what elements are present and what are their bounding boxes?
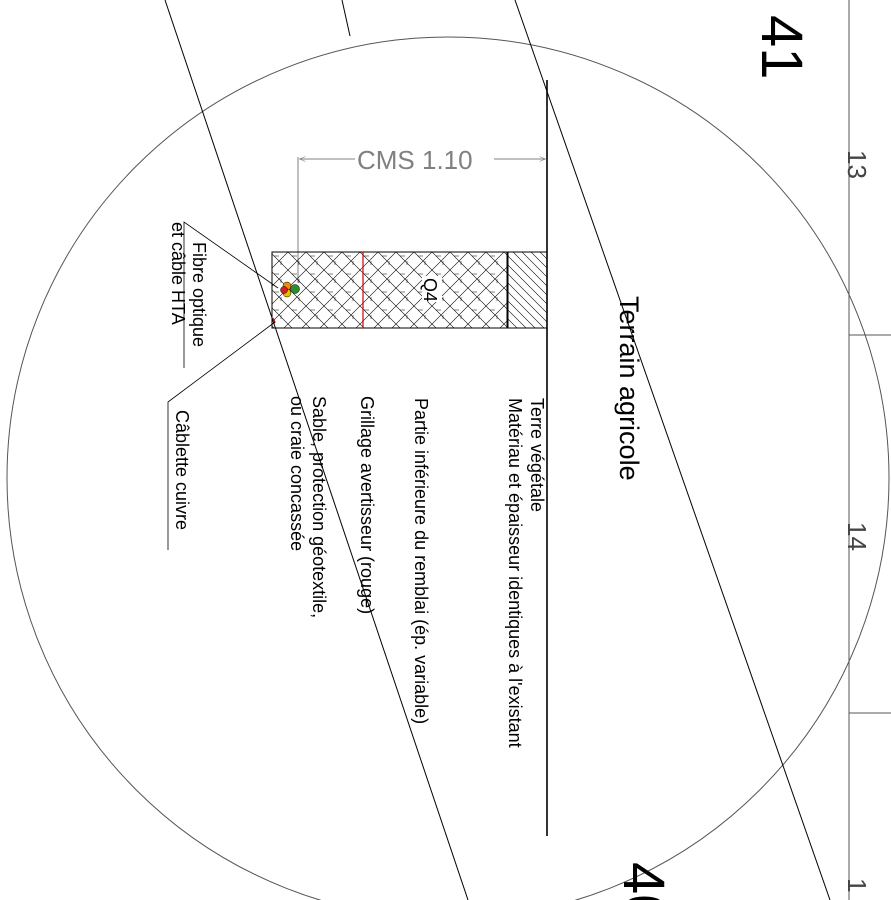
bedding-label-line2: ou craie concassée: [287, 396, 307, 551]
fibre-leader: [183, 221, 279, 368]
detail-circle: [6, 36, 890, 900]
scale-mark-13: 13: [842, 150, 872, 179]
topsoil-title: Terre végétale: [527, 398, 547, 512]
backfill-label: Partie inférieure du remblai (ép. variab…: [411, 398, 431, 724]
copper-label: Câblette cuivre: [172, 410, 192, 530]
terrain-label: Terrain agricole: [614, 296, 644, 481]
cable-red: [280, 286, 288, 294]
parcel-number-40: 40: [611, 862, 676, 900]
dimension-label: CMS 1.10: [357, 145, 473, 175]
fibre-label-line2: et câble HTA: [168, 222, 188, 325]
parcel-number-41: 41: [749, 15, 814, 80]
trench-label: Q4: [420, 278, 440, 302]
trench-topsoil: [506, 251, 548, 329]
parcel-line: [164, 0, 469, 900]
scale-mark-14: 14: [842, 522, 872, 551]
bedding-label-line1: Sable, protection géotextile,: [309, 396, 329, 618]
topsoil-note: Matériau et épaisseur identiques à l'exi…: [505, 398, 525, 748]
scale-mark-1: 1: [842, 878, 872, 892]
cable-green: [290, 284, 300, 294]
trench-label-bg: [422, 276, 442, 302]
fibre-label-line1: Fibre optique: [189, 242, 209, 347]
parcel-line: [341, 0, 351, 37]
trench-backfill: [271, 251, 509, 329]
copper-leader: [167, 321, 276, 550]
parcel-line: [514, 0, 831, 900]
warning-mesh-label: Grillage avertisseur (rouge): [357, 396, 377, 614]
